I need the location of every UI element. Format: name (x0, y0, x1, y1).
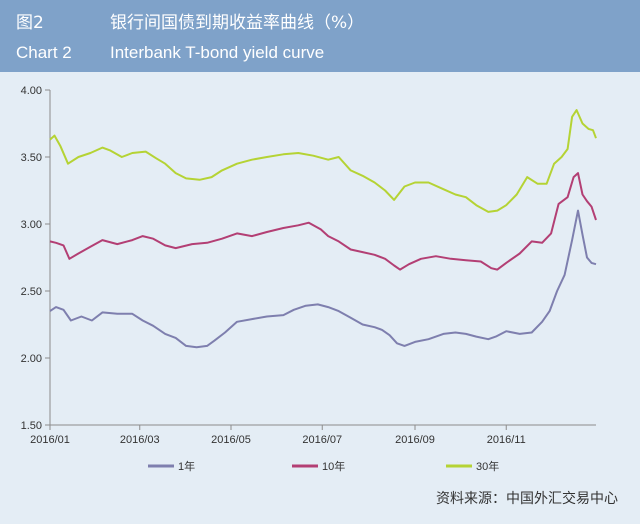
y-tick-label: 3.50 (21, 152, 42, 164)
x-tick-label: 2016/09 (395, 434, 435, 446)
series-line-1 (49, 172, 597, 271)
x-tick-label: 2016/03 (120, 434, 160, 446)
chart-header: 图2 银行间国债到期收益率曲线（%） Chart 2 Interbank T-bon… (0, 0, 640, 72)
x-tick-label: 2016/07 (302, 434, 342, 446)
source-note: 资料来源：中国外汇交易中心 (436, 491, 618, 507)
y-tick-label: 2.50 (21, 286, 42, 298)
chart-number-en: Chart 2 (16, 43, 72, 62)
chart-number-zh: 图2 (16, 13, 44, 33)
series-line-0 (49, 209, 597, 349)
chart-title-zh: 银行间国债到期收益率曲线（%） (110, 13, 365, 33)
chinese-title-row: 图2 银行间国债到期收益率曲线（%） (16, 10, 364, 36)
chart-title-en: Interbank T-bond yield curve (110, 43, 325, 62)
x-tick-label: 2016/11 (487, 434, 526, 446)
x-tick-label: 2016/05 (211, 434, 251, 446)
legend-label-1: 10年 (322, 459, 345, 473)
legend-label-2: 30年 (476, 459, 499, 473)
chart-legend: 1年 10年 30年 (148, 459, 499, 473)
y-tick-label: 2.00 (21, 353, 42, 365)
x-tick-label: 2016/01 (30, 434, 70, 446)
y-tick-label: 3.00 (21, 219, 42, 231)
yield-curve-chart: 4.00 3.50 3.00 2.50 2.00 1.50 2016/01 2016/03 20… (21, 85, 597, 473)
chart-area: 4.00 3.50 3.00 2.50 2.00 1.50 2016/01 2016/03 20… (0, 72, 640, 520)
series-line-2 (49, 109, 597, 213)
english-title-row: Chart 2 Interbank T-bond yield curve (16, 40, 324, 66)
legend-label-0: 1年 (178, 459, 195, 473)
y-tick-label: 4.00 (21, 85, 42, 97)
chart-axes: 4.00 3.50 3.00 2.50 2.00 1.50 2016/01 2016/03 20… (21, 85, 596, 446)
chart-series-lines (49, 109, 597, 349)
y-tick-label: 1.50 (21, 420, 42, 432)
